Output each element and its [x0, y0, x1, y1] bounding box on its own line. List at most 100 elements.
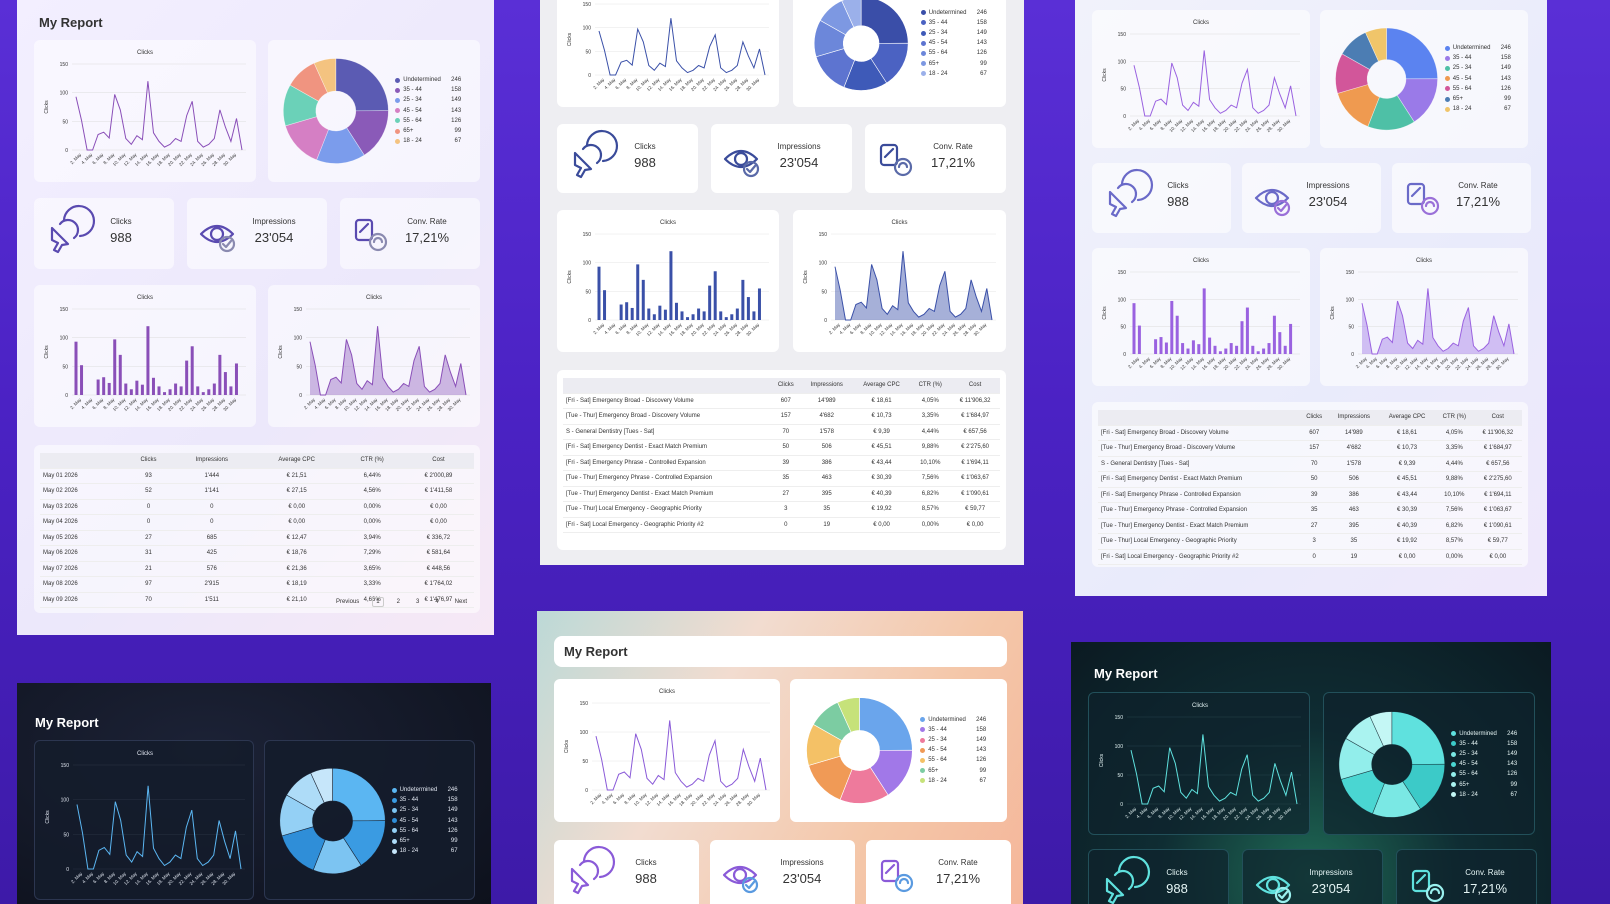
bar-mark[interactable]	[746, 297, 750, 320]
legend-item[interactable]: 18 - 24 67	[395, 136, 461, 146]
bar-mark[interactable]	[1245, 307, 1249, 354]
legend-item[interactable]: 55 - 64 126	[391, 826, 458, 836]
legend-item[interactable]: Undetermined 246	[920, 715, 986, 725]
bar-mark[interactable]	[752, 311, 756, 320]
donut-slice[interactable]	[1365, 27, 1387, 62]
bar-mark[interactable]	[674, 302, 678, 320]
bar-mark[interactable]	[1191, 340, 1195, 354]
table-row[interactable]: [Fri - Sat] Emergency Broad - Discovery …	[563, 393, 1000, 409]
table-row[interactable]: [Fri - Sat] Emergency Dentist - Exact Ma…	[563, 440, 1000, 455]
column-header[interactable]: Clicks	[770, 378, 801, 393]
bar-mark[interactable]	[151, 377, 155, 395]
legend-item[interactable]: Undetermined 246	[1451, 729, 1517, 739]
bar-mark[interactable]	[174, 383, 178, 395]
chart-series-label[interactable]: Clicks	[366, 295, 382, 301]
chart-series-label[interactable]: Clicks	[659, 689, 675, 695]
bar-mark[interactable]	[223, 372, 227, 395]
bar-mark[interactable]	[686, 317, 690, 320]
bar-mark[interactable]	[730, 314, 734, 320]
table-row[interactable]: [Fri - Sat] Emergency Dentist - Exact Ma…	[1098, 472, 1522, 487]
bar-mark[interactable]	[702, 311, 706, 320]
legend-item[interactable]: 18 - 24 67	[920, 69, 987, 79]
chart-series-label[interactable]: Clicks	[1416, 258, 1432, 264]
table-row[interactable]: [Tue - Thur] Emergency Dentist - Exact M…	[1098, 518, 1522, 534]
column-header[interactable]: Clicks	[1299, 410, 1329, 425]
pagination-page-button[interactable]: 3	[415, 599, 420, 605]
pagination-next-button[interactable]: Next	[454, 599, 467, 605]
bar-mark[interactable]	[229, 386, 233, 395]
donut-slice[interactable]	[841, 0, 862, 28]
bar-mark[interactable]	[163, 392, 167, 395]
legend-item[interactable]: 45 - 54 143	[395, 106, 461, 116]
chart-series-label[interactable]: Clicks	[891, 220, 908, 226]
column-header[interactable]: Average CPC	[852, 378, 911, 393]
bar-mark[interactable]	[713, 271, 717, 320]
bar-mark[interactable]	[647, 308, 651, 320]
bar-mark[interactable]	[96, 379, 100, 395]
bar-mark[interactable]	[1154, 339, 1158, 354]
column-header[interactable]: Impressions	[800, 378, 853, 393]
bar-mark[interactable]	[1181, 343, 1185, 354]
bar-mark[interactable]	[135, 380, 139, 395]
legend-item[interactable]: 25 - 34 149	[920, 28, 987, 38]
column-header[interactable]: CTR (%)	[910, 378, 951, 393]
legend-item[interactable]: 45 - 54 143	[920, 745, 986, 755]
legend-item[interactable]: 65+ 99	[395, 126, 461, 136]
bar-mark[interactable]	[1208, 337, 1212, 354]
chart-series-label[interactable]: Clicks	[1193, 258, 1209, 264]
bar-mark[interactable]	[1132, 303, 1136, 354]
bar-mark[interactable]	[1170, 300, 1174, 354]
donut-slice[interactable]	[837, 697, 860, 733]
table-row[interactable]: May 07 2026 21 576 € 21,36 3,65% € 448,56	[40, 561, 474, 577]
table-row[interactable]: [Fri - Sat] Local Emergency - Geographic…	[1098, 549, 1522, 565]
legend-item[interactable]: 18 - 24 67	[1444, 104, 1511, 114]
pagination-page-button[interactable]: 2	[396, 599, 400, 605]
bar-mark[interactable]	[80, 365, 84, 395]
column-header[interactable]: CTR (%)	[341, 453, 403, 468]
pagination-previous-button[interactable]: Previous	[335, 599, 360, 605]
bar-mark[interactable]	[757, 288, 761, 320]
donut-slice[interactable]	[1386, 27, 1438, 80]
table-row[interactable]: May 05 2026 27 685 € 12,47 3,94% € 336,72	[40, 530, 474, 546]
bar-mark[interactable]	[641, 279, 645, 320]
table-row[interactable]: [Fri - Sat] Local Emergency - Geographic…	[563, 517, 1000, 533]
bar-mark[interactable]	[124, 383, 128, 395]
legend-item[interactable]: 65+ 99	[1444, 94, 1511, 104]
bar-mark[interactable]	[129, 389, 133, 395]
bar-mark[interactable]	[741, 279, 745, 320]
legend-item[interactable]: 55 - 64 126	[1444, 84, 1511, 94]
bar-mark[interactable]	[1137, 325, 1141, 354]
bar-mark[interactable]	[724, 317, 728, 320]
chart-series-label[interactable]: Clicks	[1192, 703, 1208, 709]
bar-mark[interactable]	[1272, 315, 1276, 354]
legend-item[interactable]: 35 - 44 158	[395, 85, 461, 95]
bar-mark[interactable]	[1197, 344, 1201, 354]
table-row[interactable]: May 08 2026 97 2'915 € 18,19 3,33% € 1'764,02	[40, 577, 474, 592]
bar-mark[interactable]	[1267, 343, 1271, 354]
donut-slice[interactable]	[860, 0, 909, 44]
legend-item[interactable]: 35 - 44 158	[1451, 739, 1517, 749]
bar-mark[interactable]	[630, 307, 634, 320]
legend-item[interactable]: 35 - 44 158	[391, 795, 458, 805]
bar-mark[interactable]	[669, 251, 673, 320]
bar-mark[interactable]	[1235, 345, 1239, 354]
bar-mark[interactable]	[1251, 345, 1255, 354]
legend-item[interactable]: 45 - 54 143	[1451, 759, 1517, 769]
table-row[interactable]: [Tue - Thur] Emergency Phrase - Controll…	[1098, 503, 1522, 518]
column-header[interactable]	[40, 453, 126, 468]
legend-item[interactable]: 35 - 44 158	[1444, 53, 1511, 63]
legend-item[interactable]: 55 - 64 126	[1451, 769, 1517, 779]
donut-slice[interactable]	[1391, 711, 1446, 765]
bar-mark[interactable]	[1278, 332, 1282, 354]
column-header[interactable]: Impressions	[1328, 410, 1380, 425]
bar-mark[interactable]	[1256, 351, 1260, 354]
donut-slice[interactable]	[313, 58, 337, 94]
table-row[interactable]: May 09 2026 70 1'511 € 21,10 4,63% € 1'476,97	[40, 592, 474, 608]
column-header[interactable]: Impressions	[171, 453, 253, 468]
donut-slice[interactable]	[859, 697, 913, 751]
bar-mark[interactable]	[1283, 345, 1287, 354]
bar-mark[interactable]	[1262, 348, 1266, 354]
chart-series-label[interactable]: Clicks	[1193, 20, 1209, 26]
bar-mark[interactable]	[179, 386, 183, 395]
pagination-page-button[interactable]: 1	[372, 597, 384, 607]
